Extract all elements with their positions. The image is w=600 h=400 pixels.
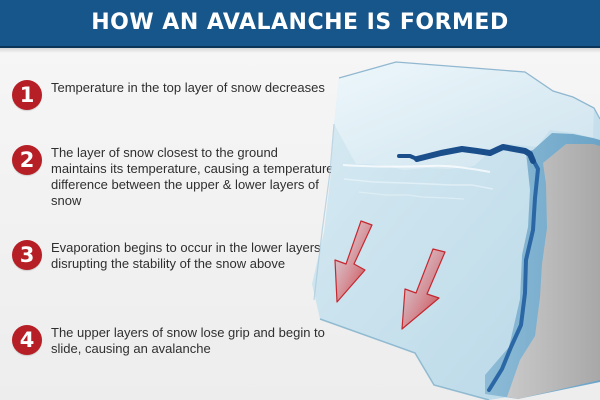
step-1: 1 Temperature in the top layer of snow d… [12, 80, 327, 140]
step-4: 4 The upper layers of snow lose grip and… [12, 325, 327, 385]
page-title: HOW AN AVALANCHE IS FORMED [91, 10, 509, 35]
step-4-badge: 4 [12, 325, 42, 355]
avalanche-illustration [304, 50, 600, 400]
step-3-text: Evaporation begins to occur in the lower… [51, 240, 321, 271]
mountain-body [312, 61, 600, 400]
downhill-arrow-icon-1 [334, 220, 373, 303]
step-2-text: The layer of snow closest to the ground … [51, 145, 334, 208]
step-1-badge: 1 [12, 80, 42, 110]
title-banner: HOW AN AVALANCHE IS FORMED [0, 0, 600, 53]
downhill-arrow-icon-2 [401, 248, 446, 330]
step-3-badge: 3 [12, 240, 42, 270]
step-2: 2 The layer of snow closest to the groun… [12, 145, 334, 208]
step-1-text: Temperature in the top layer of snow dec… [51, 80, 325, 95]
step-3: 3 Evaporation begins to occur in the low… [12, 240, 327, 300]
snow-slope-cross-section [312, 61, 600, 400]
step-4-text: The upper layers of snow lose grip and b… [51, 325, 325, 356]
step-2-badge: 2 [12, 145, 42, 175]
